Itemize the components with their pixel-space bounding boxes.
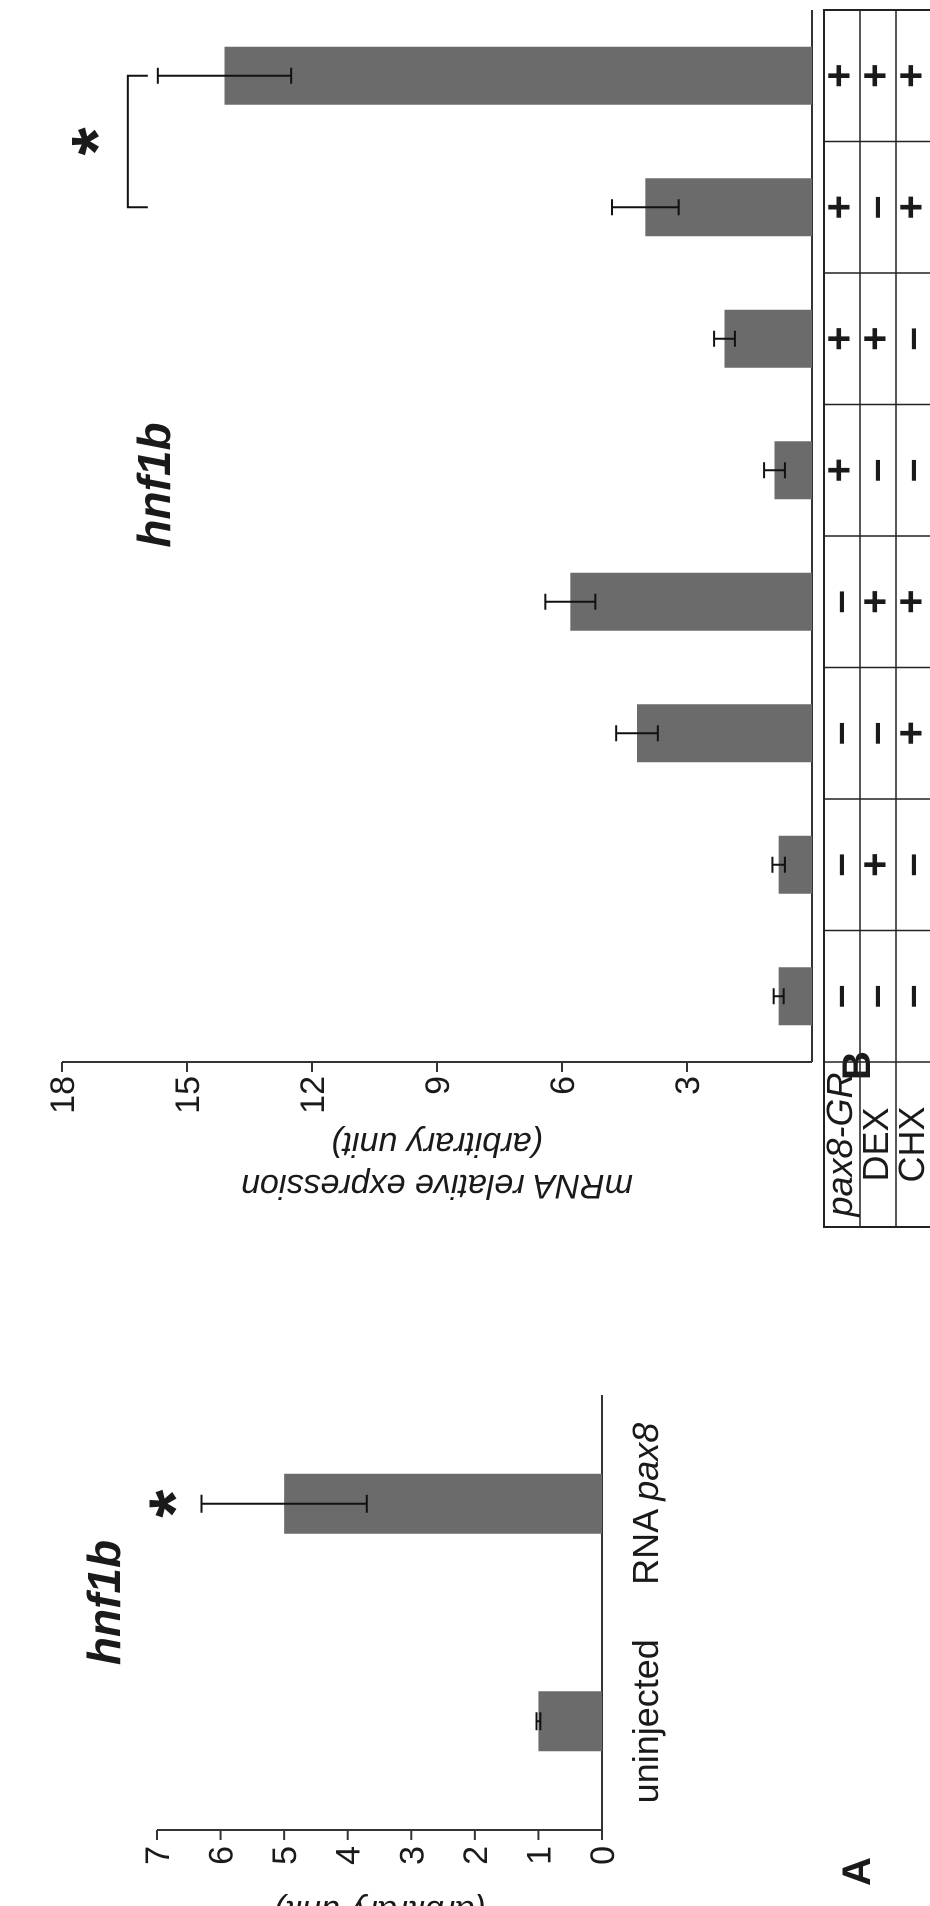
panel-b-label: B [835, 1051, 879, 1080]
panel-a-category-part: RNA [625, 1501, 666, 1585]
panel-b-y-tick-label: 9 [419, 1076, 457, 1095]
panel-b-table-cell: + [851, 589, 898, 614]
panel-b-y-label-line1: mRNA relative expression [241, 1167, 633, 1205]
panel-a-y-label-line2: (arbitrary unit) [274, 1893, 486, 1906]
panel-b-table-cell: – [887, 459, 930, 482]
panel-b-y-tick-label: 3 [669, 1076, 707, 1095]
panel-b-table-cell: – [851, 459, 898, 482]
panel-b-table-cell: + [887, 195, 930, 220]
panel-b-bar [637, 704, 812, 763]
panel-b-condition-table [823, 9, 930, 1228]
panel-b-table-cell: + [815, 326, 862, 351]
panel-b-y-tick-label: 6 [544, 1076, 582, 1095]
panel-b-table-cell: + [887, 63, 930, 88]
panel-b-table-cell: + [851, 852, 898, 877]
panel-a-label: A [835, 1857, 879, 1886]
panel-b-bar [224, 46, 812, 105]
panel-b-bar [724, 309, 812, 368]
panel-a-bar [538, 1691, 603, 1752]
panel-b-y-label-line2: (arbitrary unit) [331, 1125, 543, 1163]
panel-b-y-tick-label: 12 [294, 1076, 332, 1114]
panel-b-table-cell: – [851, 196, 898, 219]
panel-b-table-cell: – [815, 590, 862, 613]
panel-b-table-row-label: CHX [891, 1106, 930, 1182]
panel-a-bar [284, 1473, 602, 1534]
panel-b-table-cell: + [815, 195, 862, 220]
panel-a-y-tick-label: 4 [330, 1846, 368, 1865]
panel-b-bar [570, 572, 812, 631]
panel-a-y-tick-label: 7 [139, 1846, 177, 1865]
panel-b-table-cell: + [887, 721, 930, 746]
panel-b-significance-star: * [58, 127, 138, 155]
panel-a-significance-star: * [136, 1490, 216, 1518]
panel-a-y-tick-label: 0 [584, 1846, 622, 1865]
panel-b-y-tick-label: 15 [169, 1076, 207, 1114]
panel-b-table-row-label: DEX [855, 1107, 896, 1181]
panel-b-bar [778, 967, 813, 1026]
panel-b-table-cell: – [851, 985, 898, 1008]
panel-a-y-tick-label: 3 [393, 1846, 431, 1865]
panel-b-y-tick-label: 18 [44, 1076, 82, 1114]
panel-b-table-cell: – [851, 722, 898, 745]
panel-b-table-cell: + [887, 589, 930, 614]
panel-b-title: hnf1b [128, 422, 180, 547]
panel-b-table-cell: – [815, 985, 862, 1008]
panel-b-table-cell: + [851, 326, 898, 351]
panel-b-table-cell: + [815, 63, 862, 88]
panel-b-y-axis-label: mRNA relative expression (arbitrary unit) [241, 1125, 633, 1205]
panel-b-table-cell: – [887, 853, 930, 876]
panel-b-table-cell: + [815, 458, 862, 483]
panel-a-title: hnf1b [78, 1540, 130, 1665]
panel-b-table-row-label: pax8-GR [819, 1072, 860, 1217]
panel-a: A 0 1 2 3 4 5 6 7 mRNA relative expression(arbitr… [78, 1395, 879, 1906]
panel-b-table-cell: – [887, 327, 930, 350]
panel-b-significance-bracket [126, 74, 148, 209]
panel-a-y-tick-label: 6 [203, 1846, 241, 1865]
panel-b-bar [645, 178, 812, 237]
panel-b-table-cell: – [815, 853, 862, 876]
panel-b-table-cell: – [815, 722, 862, 745]
panel-a-category-label: RNA pax8 [625, 1423, 666, 1585]
panel-a-category-part: pax8 [625, 1423, 666, 1502]
panel-a-y-tick-label: 2 [457, 1846, 495, 1865]
panel-a-y-tick-label: 5 [266, 1846, 304, 1865]
panel-a-category-part: uninjected [625, 1639, 666, 1803]
panel-a-category-label: uninjected [625, 1639, 666, 1803]
panel-b-table-cell: – [887, 985, 930, 1008]
panel-b-bar [774, 441, 812, 500]
panel-b: B 3 6 9 12 15 18 mRNA relative expression (arbit… [44, 9, 930, 1228]
panel-a-y-tick-label: 1 [520, 1846, 558, 1865]
panel-b-table-cell: + [851, 63, 898, 88]
panel-a-y-axis-label: mRNA relative expression(arbitrary unit) [274, 1893, 486, 1906]
panel-b-bar [778, 835, 813, 894]
